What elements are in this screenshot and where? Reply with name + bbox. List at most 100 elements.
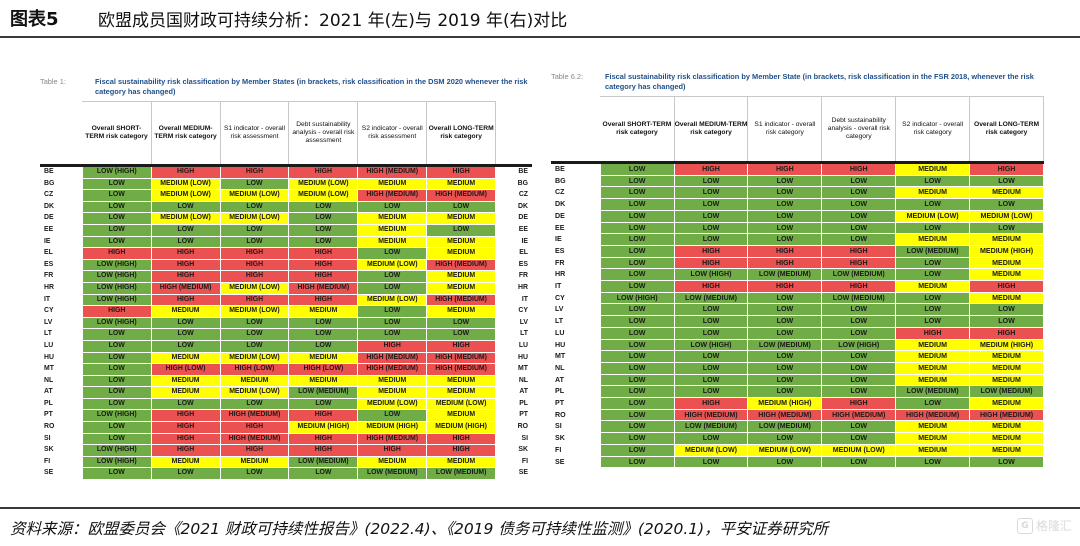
risk-cell: LOW — [599, 432, 675, 445]
country-code: SI — [40, 432, 83, 446]
country-code-repeat: CY — [495, 305, 532, 318]
risk-cell: MEDIUM (LOW) — [357, 258, 428, 272]
column-header: S1 indicator - overall risk category — [747, 96, 823, 164]
risk-cell: LOW — [599, 397, 675, 410]
risk-cell: LOW — [599, 198, 675, 211]
risk-cell: MEDIUM — [357, 235, 428, 249]
risk-cell: LOW — [150, 339, 221, 353]
risk-cell: LOW — [821, 350, 897, 363]
risk-cell: LOW (MEDIUM) — [288, 386, 359, 399]
table-row: DE LOW LOW LOW LOW MEDIUM (LOW) MEDIUM (LOW) — [551, 209, 1044, 223]
risk-cell: LOW — [357, 200, 428, 214]
risk-cell: HIGH — [821, 244, 897, 258]
risk-cell: HIGH — [426, 432, 497, 446]
table-row: FI LOW (HIGH) MEDIUM MEDIUM LOW (MEDIUM) MEDI… — [40, 455, 532, 469]
risk-cell: HIGH (MEDIUM) — [288, 281, 359, 295]
risk-cell: HIGH (MEDIUM) — [673, 408, 749, 422]
country-code-repeat: SE — [495, 467, 532, 481]
risk-cell: MEDIUM — [969, 233, 1044, 246]
risk-cell: MEDIUM — [969, 432, 1044, 445]
column-header: Overall MEDIUM-TERM risk category — [150, 101, 221, 167]
risk-cell: LOW — [219, 397, 290, 411]
risk-cell: LOW — [673, 432, 749, 445]
risk-cell: MEDIUM — [969, 350, 1044, 363]
risk-cell: LOW (HIGH) — [81, 165, 152, 179]
risk-cell: HIGH — [288, 432, 359, 446]
risk-cell: LOW (HIGH) — [821, 338, 897, 352]
country-code: SK — [551, 432, 601, 445]
table-row: DK LOW LOW LOW LOW LOW LOW — [551, 198, 1044, 211]
risk-cell: HIGH — [288, 247, 359, 260]
risk-cell: MEDIUM — [288, 351, 359, 365]
table-row: MT LOW LOW LOW LOW MEDIUM MEDIUM — [551, 350, 1044, 363]
country-code: ES — [551, 244, 601, 258]
risk-cell: LOW — [599, 326, 675, 340]
risk-cell: LOW — [969, 303, 1044, 317]
country-code-repeat: PL — [495, 397, 532, 411]
country-code: BG — [551, 174, 601, 188]
risk-cell: HIGH (MEDIUM) — [357, 189, 428, 202]
risk-cell: LOW — [599, 174, 675, 188]
risk-cell: MEDIUM — [357, 374, 428, 388]
risk-cell: MEDIUM — [969, 256, 1044, 270]
table-row: BG LOW LOW LOW LOW LOW LOW — [551, 174, 1044, 188]
table-row: CZ LOW MEDIUM (LOW) MEDIUM (LOW) MEDIUM (LOW… — [40, 189, 532, 202]
country-code: LV — [551, 303, 601, 317]
figure-title: 欧盟成员国财政可持续分析：2021 年(左)与 2019 年(右)对比 — [98, 10, 568, 31]
risk-cell: LOW — [150, 328, 221, 341]
risk-cell: LOW — [821, 221, 897, 235]
risk-cell: MEDIUM (LOW) — [150, 189, 221, 202]
risk-cell: LOW — [673, 221, 749, 235]
risk-cell: MEDIUM (LOW) — [357, 293, 428, 307]
risk-cell: HIGH — [219, 165, 290, 179]
table-row: ES LOW HIGH HIGH HIGH LOW (MEDIUM) MEDIUM (HIG… — [551, 244, 1044, 258]
risk-cell: LOW — [673, 361, 749, 375]
table-row: SK LOW (HIGH) HIGH HIGH HIGH HIGH HIGH SK — [40, 444, 532, 457]
risk-cell: MEDIUM — [426, 247, 497, 260]
risk-cell: MEDIUM — [426, 281, 497, 295]
risk-cell: LOW — [821, 326, 897, 340]
country-code-repeat: IE — [495, 235, 532, 249]
risk-cell: LOW — [673, 233, 749, 246]
country-code: FR — [40, 270, 83, 283]
risk-cell: MEDIUM (HIGH) — [747, 397, 823, 410]
risk-cell: LOW — [895, 198, 971, 211]
risk-cell: LOW — [81, 223, 152, 237]
table-row: AT LOW LOW LOW LOW MEDIUM MEDIUM — [551, 373, 1044, 387]
risk-cell: HIGH — [821, 280, 897, 293]
risk-cell: LOW (HIGH) — [81, 293, 152, 307]
country-code-repeat: LT — [495, 328, 532, 341]
risk-cell: MEDIUM — [895, 233, 971, 246]
table-row: SK LOW LOW LOW LOW MEDIUM MEDIUM — [551, 432, 1044, 445]
risk-cell: HIGH — [821, 397, 897, 410]
table-row: HR LOW LOW (HIGH) LOW (MEDIUM) LOW (MEDIUM) L… — [551, 268, 1044, 282]
risk-cell: HIGH — [150, 258, 221, 272]
risk-cell: LOW — [81, 177, 152, 191]
country-code: SI — [551, 420, 601, 434]
risk-cell: HIGH — [673, 256, 749, 270]
risk-cell: HIGH (MEDIUM) — [219, 409, 290, 423]
risk-cell: LOW — [747, 186, 823, 200]
risk-cell: LOW — [599, 209, 675, 223]
country-code: DE — [551, 209, 601, 223]
watermark-text: 格隆汇 — [1035, 519, 1072, 533]
risk-cell: MEDIUM — [895, 420, 971, 434]
risk-cell: HIGH — [150, 432, 221, 446]
risk-cell: MEDIUM (LOW) — [219, 305, 290, 318]
table-row: HU LOW LOW (HIGH) LOW (MEDIUM) LOW (HIGH) MED… — [551, 338, 1044, 352]
left-table-panel: Table 1: Fiscal sustainability risk clas… — [40, 77, 532, 481]
risk-cell: LOW — [599, 385, 675, 399]
risk-cell: MEDIUM (LOW) — [219, 212, 290, 225]
risk-cell: MEDIUM — [426, 409, 497, 423]
risk-cell: LOW — [81, 200, 152, 214]
country-code: LT — [551, 315, 601, 328]
risk-cell: LOW — [821, 174, 897, 188]
risk-cell: LOW — [426, 200, 497, 214]
risk-cell: LOW — [895, 256, 971, 270]
table-row: AT LOW MEDIUM MEDIUM (LOW) LOW (MEDIUM) MEDIU… — [40, 386, 532, 399]
risk-cell: MEDIUM — [288, 305, 359, 318]
risk-cell: LOW — [599, 244, 675, 258]
column-header: Debt sustainability analysis - overall r… — [821, 96, 897, 164]
risk-cell: MEDIUM (HIGH) — [357, 421, 428, 434]
risk-cell: HIGH (LOW) — [219, 363, 290, 376]
